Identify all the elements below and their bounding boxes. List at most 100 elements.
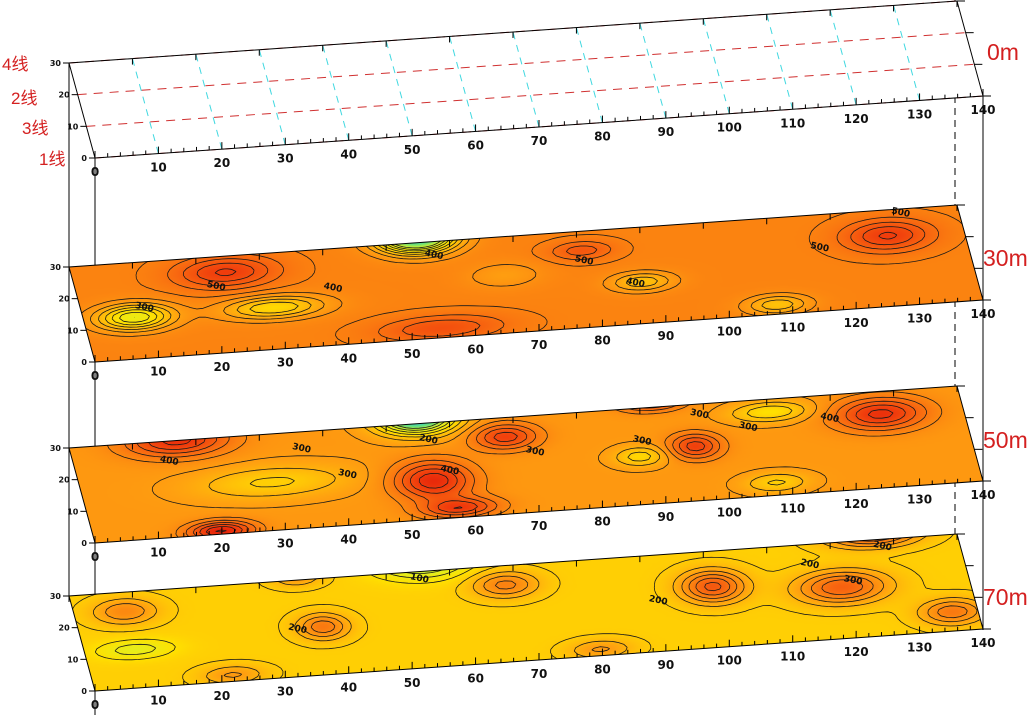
depth-slices: 0 10 20 30 40 50 60 70 80 90 100 110 120 130 140010203… [50, 0, 996, 712]
contour-label: 300 [632, 434, 652, 448]
survey-line-label-4: 4线 [2, 55, 28, 74]
x-tick-label: 20 [214, 360, 231, 374]
station-line [766, 14, 794, 110]
contour-line-375 [124, 396, 927, 537]
contour-label: 200 [872, 540, 892, 554]
x-tick-label: 70 [531, 134, 548, 148]
x-tick-label: 90 [658, 658, 675, 672]
depth-label-70m: 70m [983, 584, 1028, 610]
x-tick-label: 130 [907, 492, 932, 506]
survey-line-label-3: 3线 [22, 119, 48, 138]
contour-label: 500 [809, 241, 829, 255]
y-tick-label: 20 [59, 295, 71, 304]
color-field [69, 205, 983, 362]
survey-layout-plane [69, 1, 983, 158]
x-tick-label: 0 [91, 550, 99, 564]
y-tick-label: 30 [50, 592, 62, 601]
depth-label-30m: 30m [983, 245, 1028, 271]
contour-label: 300 [525, 445, 545, 459]
station-line [893, 5, 921, 101]
contour-line-100 [405, 569, 443, 574]
contour-line-400 [98, 239, 794, 330]
contour-label: 300 [843, 574, 863, 588]
y-tick-label: 0 [81, 539, 87, 548]
contour-line-175 [396, 421, 440, 429]
y-tick-label: 30 [50, 59, 62, 68]
x-tick-label: 40 [340, 147, 357, 161]
survey-line [86, 63, 975, 127]
y-tick-label: 10 [67, 326, 79, 335]
color-field [69, 534, 983, 691]
depth-label-0m: 0m [987, 39, 1019, 65]
station-line [829, 9, 857, 105]
x-tick-label: 70 [531, 667, 548, 681]
x-tick-label: 30 [277, 537, 294, 551]
x-tick-label: 80 [594, 334, 611, 348]
x-tick-label: 130 [907, 311, 932, 325]
x-tick-label: 100 [717, 121, 742, 135]
contour-label: 200 [287, 623, 307, 637]
y-tick-label: 10 [67, 122, 79, 131]
x-tick-label: 10 [150, 365, 167, 379]
contour-line-275 [249, 405, 793, 488]
contour-label: 300 [134, 301, 154, 315]
x-tick-label: 20 [214, 541, 231, 555]
x-tick-label: 120 [844, 645, 869, 659]
station-line [702, 18, 730, 114]
x-tick-label: 20 [214, 689, 231, 703]
x-tick-label: 70 [531, 519, 548, 533]
x-tick-label: 10 [150, 546, 167, 560]
contour-line-425 [148, 404, 906, 536]
station-line [449, 36, 477, 132]
y-tick-label: 30 [50, 263, 62, 272]
x-tick-label: 80 [594, 663, 611, 677]
y-tick-label: 10 [67, 655, 79, 664]
contour-label: 200 [648, 594, 668, 608]
x-tick-label: 40 [340, 532, 357, 546]
x-tick-label: 0 [91, 698, 99, 712]
x-tick-label: 80 [594, 515, 611, 529]
x-tick-label: 140 [970, 488, 995, 502]
contour-lines [81, 207, 966, 345]
x-tick-label: 120 [844, 112, 869, 126]
slice-0m: 0 10 20 30 40 50 60 70 80 90 100 110 120 130 140 0 10 20 3… [50, 0, 996, 179]
x-tick-label: 100 [717, 654, 742, 668]
contour-line-150 [94, 567, 474, 661]
station-line [512, 31, 540, 128]
depth-label-50m: 50m [983, 427, 1028, 453]
contour-label: 400 [625, 276, 645, 290]
y-tick-label: 0 [81, 687, 87, 696]
x-tick-label: 30 [277, 356, 294, 370]
x-tick-label: 100 [717, 325, 742, 339]
x-tick-label: 120 [844, 316, 869, 330]
resistivity-fill [69, 534, 983, 691]
contour-line-350 [107, 391, 943, 538]
contour-line-325 [151, 396, 828, 509]
resistivity-fill [69, 386, 983, 543]
x-tick-label: 130 [907, 640, 932, 654]
contour-line-575 [214, 231, 898, 276]
x-tick-label: 130 [907, 107, 932, 121]
contour-lines [72, 533, 981, 685]
contour-label: 300 [291, 442, 311, 456]
x-tick-label: 70 [531, 338, 548, 352]
contour-label: 400 [159, 454, 179, 468]
contour-line-300 [704, 582, 722, 592]
x-tick-label: 140 [970, 307, 995, 321]
x-tick-label: 100 [717, 506, 742, 520]
x-tick-label: 110 [780, 501, 805, 515]
contour-line-450 [162, 409, 894, 536]
survey-line-label-1: 1线 [39, 150, 65, 169]
x-tick-label: 90 [658, 125, 675, 139]
y-tick-label: 20 [59, 624, 71, 633]
contour-line-475 [215, 529, 227, 533]
contour-line-300 [208, 401, 805, 497]
x-tick-label: 140 [970, 103, 995, 117]
y-tick-label: 30 [50, 444, 62, 453]
contour-line-250 [310, 537, 968, 633]
x-tick-label: 10 [150, 694, 167, 708]
x-tick-label: 20 [214, 156, 231, 170]
